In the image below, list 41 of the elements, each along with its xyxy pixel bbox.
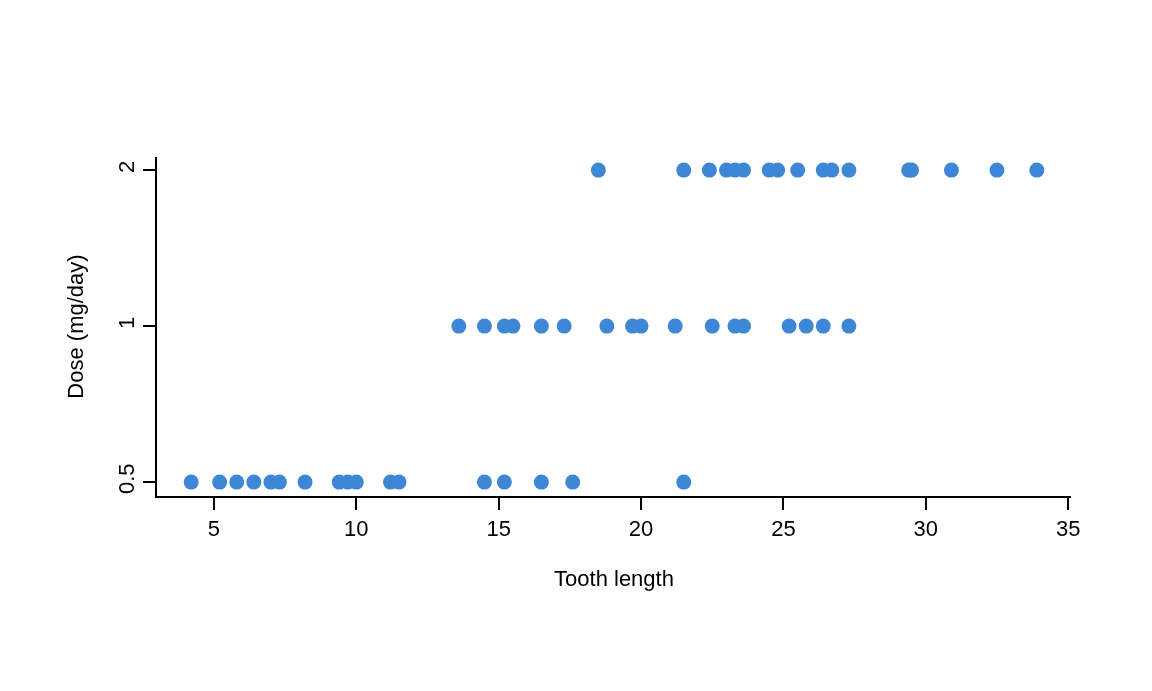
point [476, 318, 492, 334]
x-tick-label: 25 [771, 516, 796, 542]
point [676, 474, 692, 490]
point [533, 318, 549, 334]
point [667, 318, 683, 334]
point [556, 318, 572, 334]
point [704, 318, 720, 334]
y-tick-label: 1 [114, 316, 140, 329]
point [790, 162, 806, 178]
y-axis-title: Dose (mg/day) [62, 254, 88, 399]
point [841, 162, 857, 178]
point [676, 162, 692, 178]
point [212, 474, 228, 490]
x-tick-label: 10 [344, 516, 369, 542]
point [297, 474, 313, 490]
point [815, 318, 831, 334]
point [1029, 162, 1045, 178]
point [798, 318, 814, 334]
point [451, 318, 467, 334]
x-tick-label: 15 [486, 516, 511, 542]
point [781, 318, 797, 334]
point [565, 474, 581, 490]
x-tick-label: 30 [913, 516, 939, 542]
point [476, 474, 492, 490]
y-tick-label: 2 [114, 160, 140, 173]
point [496, 474, 512, 490]
x-tick-label: 20 [628, 516, 654, 542]
y-tick-label: 0.5 [114, 463, 140, 495]
point [183, 474, 199, 490]
point [701, 162, 717, 178]
x-axis-title: Tooth length [554, 565, 674, 591]
point [599, 318, 615, 334]
x-tick-label: 35 [1055, 516, 1081, 542]
x-tick-label: 5 [207, 516, 221, 542]
point [229, 474, 245, 490]
point [533, 474, 549, 490]
point [841, 318, 857, 334]
point [989, 162, 1005, 178]
point [590, 162, 606, 178]
point [246, 474, 262, 490]
point [943, 162, 959, 178]
